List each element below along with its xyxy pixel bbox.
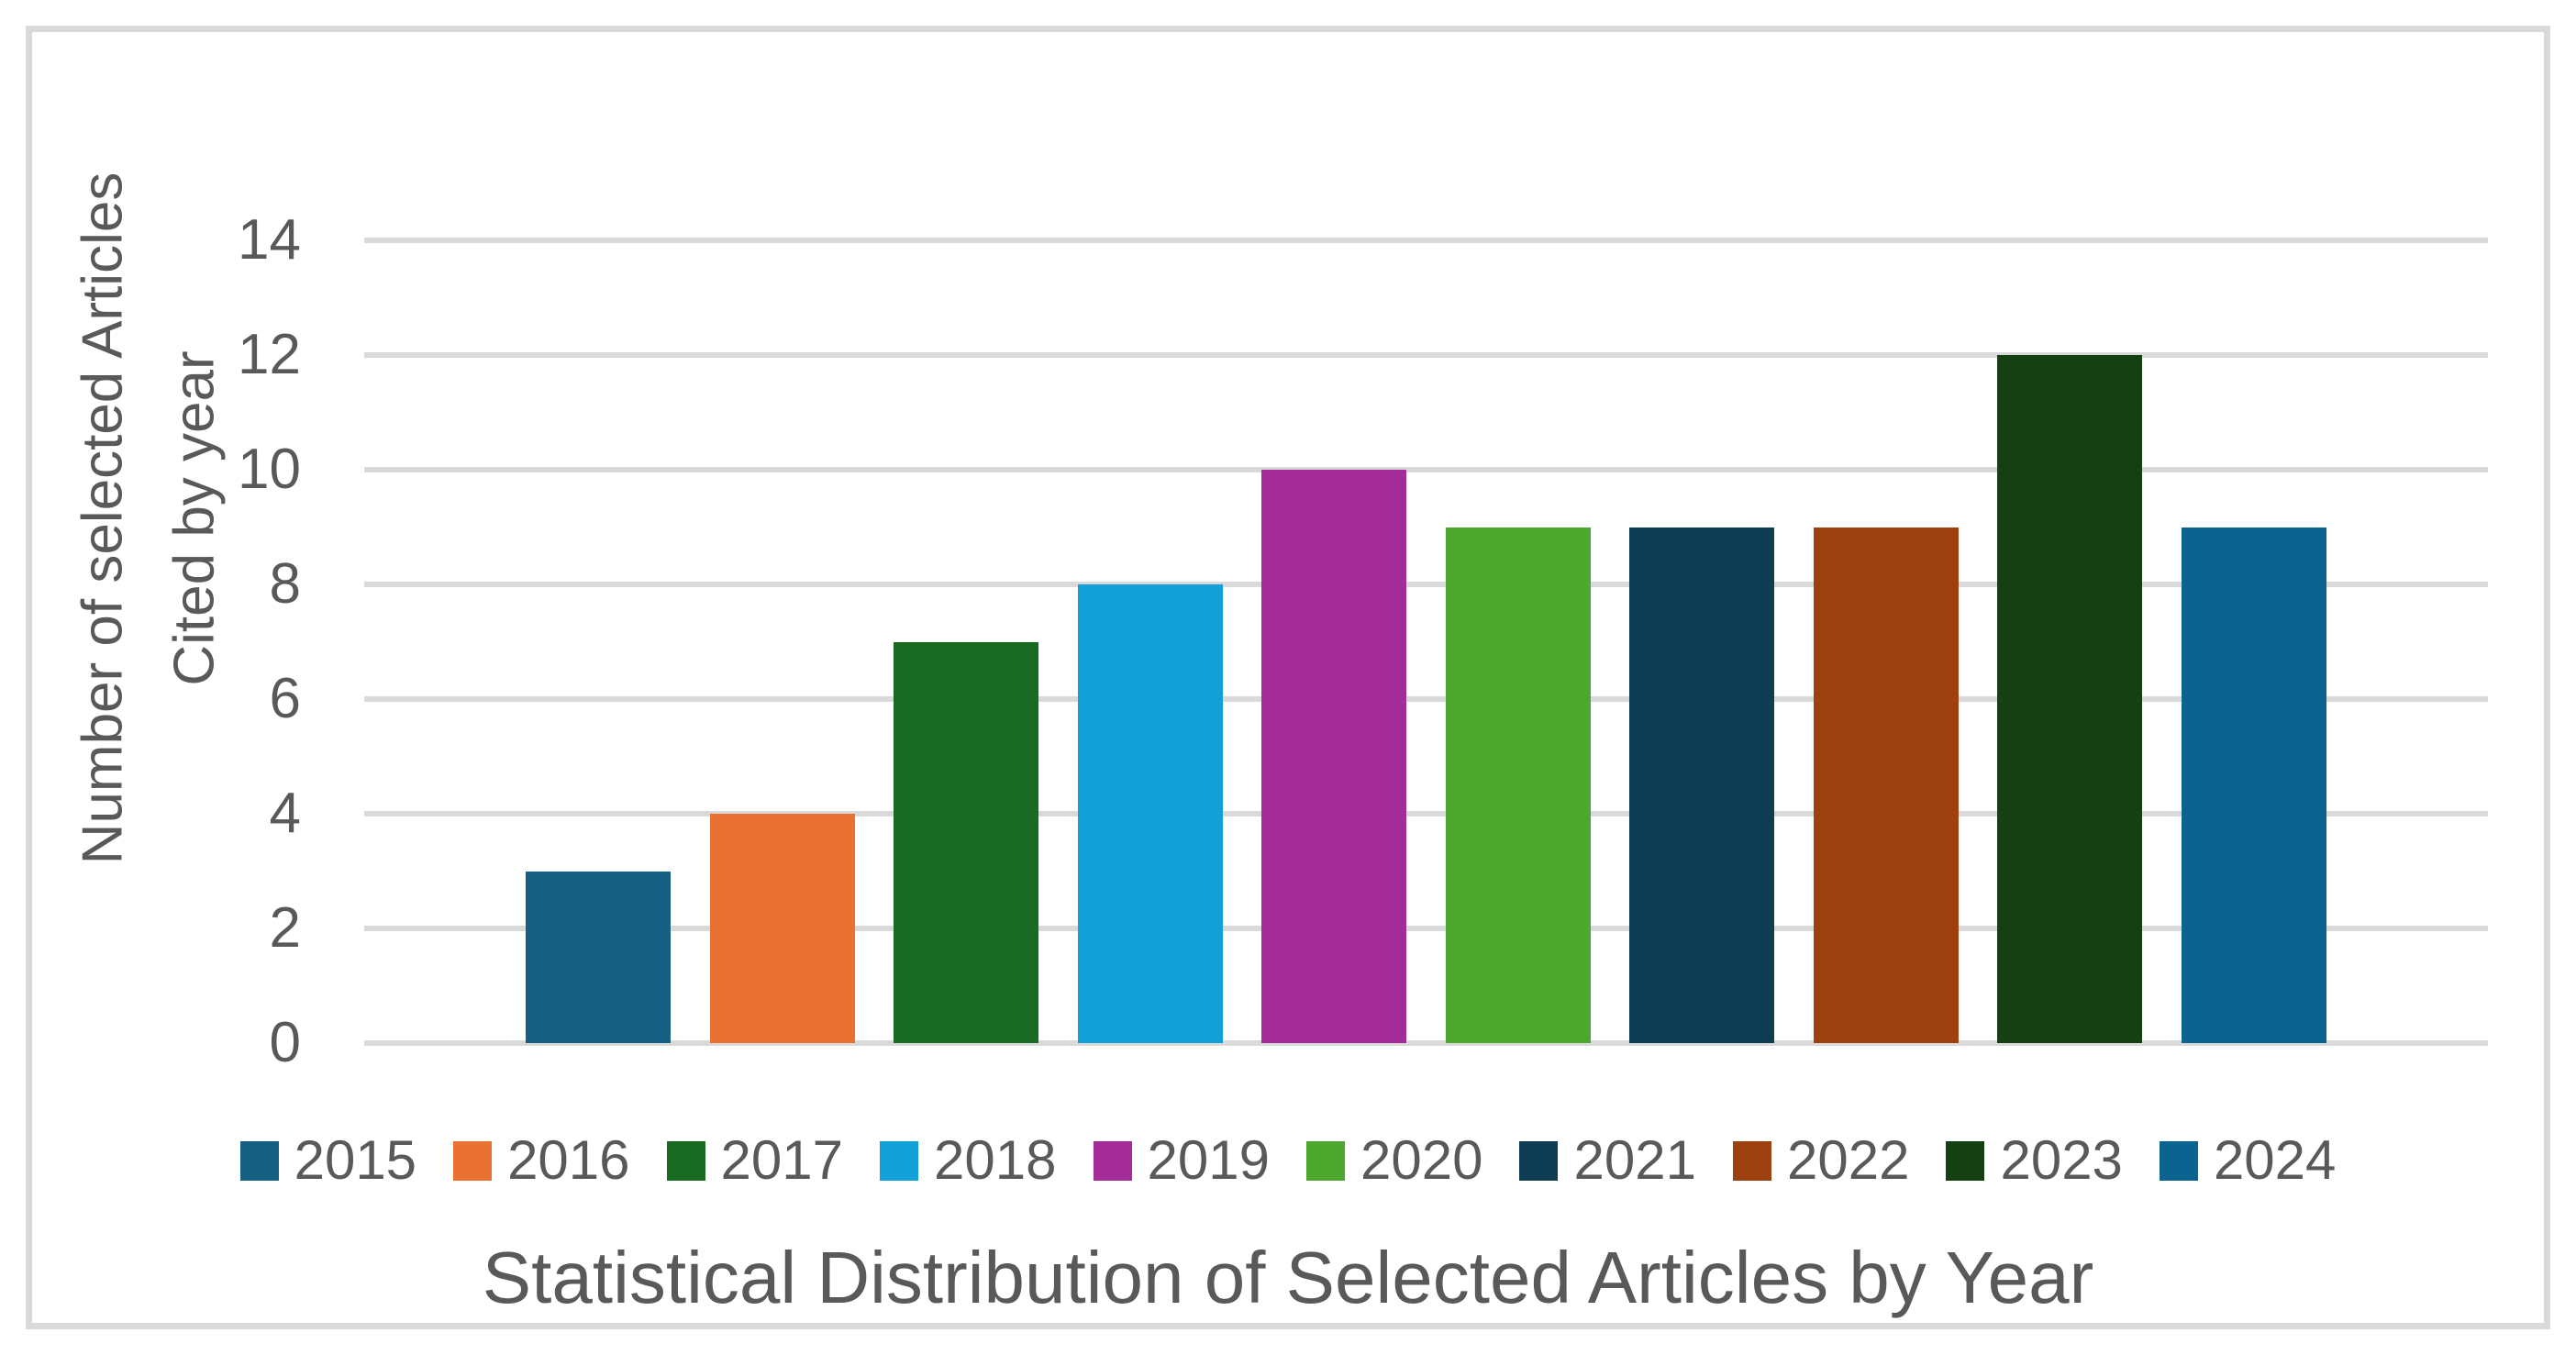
- gridline-8: [364, 582, 2488, 588]
- plot-area: 0 2 4 6 8 10 12 14: [238, 212, 2488, 1072]
- legend-swatch-2016: [453, 1140, 493, 1181]
- legend-label-2024: 2024: [2213, 1129, 2337, 1191]
- bar-2024[interactable]: [2181, 527, 2326, 1043]
- y-tick-label-4: 4: [269, 782, 301, 845]
- legend-item-2019[interactable]: 2019: [1093, 1129, 1270, 1191]
- legend-item-2016[interactable]: 2016: [453, 1129, 630, 1191]
- y-tick-label-10: 10: [238, 438, 301, 501]
- bar-2021[interactable]: [1629, 527, 1775, 1043]
- legend-swatch-2017: [666, 1140, 705, 1181]
- gridline-2: [364, 926, 2488, 932]
- bar-2016[interactable]: [709, 814, 855, 1043]
- legend-swatch-2021: [1519, 1140, 1559, 1181]
- legend-label-2018: 2018: [934, 1129, 1057, 1191]
- legend-item-2017[interactable]: 2017: [666, 1129, 844, 1191]
- gridline-0: [364, 1040, 2488, 1046]
- y-axis-title-line-1: Number of selected Articles: [71, 172, 135, 865]
- gridline-10: [364, 467, 2488, 472]
- y-tick-label-8: 8: [269, 552, 301, 616]
- legend-label-2023: 2023: [2000, 1129, 2123, 1191]
- gridline-6: [364, 696, 2488, 702]
- legend-item-2024[interactable]: 2024: [2159, 1129, 2337, 1191]
- legend-item-2018[interactable]: 2018: [880, 1129, 1057, 1191]
- legend-label-2021: 2021: [1573, 1129, 1696, 1191]
- bar-2020[interactable]: [1445, 527, 1591, 1043]
- legend-item-2023[interactable]: 2023: [1946, 1129, 2123, 1191]
- legend-swatch-2020: [1306, 1140, 1345, 1181]
- legend-label-2016: 2016: [507, 1129, 630, 1191]
- legend-item-2020[interactable]: 2020: [1306, 1133, 1482, 1188]
- legend-item-2022[interactable]: 2022: [1732, 1129, 1910, 1191]
- legend-swatch-2022: [1732, 1140, 1771, 1181]
- bar-2018[interactable]: [1077, 584, 1223, 1043]
- bar-2015[interactable]: [526, 871, 671, 1043]
- y-tick-label-2: 2: [269, 896, 301, 960]
- bar-2017[interactable]: [894, 641, 1039, 1043]
- legend-label-2017: 2017: [720, 1129, 844, 1191]
- bars-row: [364, 240, 2488, 1043]
- bar-2023[interactable]: [1997, 355, 2143, 1043]
- bar-2022[interactable]: [1813, 527, 1959, 1043]
- y-tick-label-0: 0: [269, 1011, 301, 1074]
- y-tick-label-12: 12: [238, 323, 301, 386]
- legend-swatch-2019: [1093, 1140, 1132, 1181]
- y-tick-label-14: 14: [238, 208, 301, 272]
- legend: 2015 2016 2017 2018 2019 2020 2021 2022 2023 2024: [32, 1131, 2544, 1190]
- legend-label-2015: 2015: [294, 1129, 417, 1191]
- legend-label-2022: 2022: [1786, 1129, 1910, 1191]
- bar-2019[interactable]: [1261, 470, 1407, 1043]
- y-axis-title-line-2: Cited by year: [163, 350, 227, 686]
- legend-swatch-2024: [2159, 1140, 2198, 1181]
- legend-swatch-2018: [880, 1140, 919, 1181]
- y-axis-title: Number of selected Articles Cited by yea…: [58, 172, 242, 865]
- legend-label-2020: 2020: [1360, 1129, 1483, 1191]
- y-tick-label-6: 6: [269, 667, 301, 730]
- chart-frame: Number of selected Articles Cited by yea…: [26, 26, 2550, 1329]
- legend-swatch-2015: [239, 1140, 279, 1181]
- legend-item-2015[interactable]: 2015: [239, 1129, 417, 1191]
- legend-item-2021[interactable]: 2021: [1519, 1129, 1696, 1191]
- gridline-12: [364, 352, 2488, 358]
- gridline-14: [364, 238, 2488, 243]
- legend-label-2019: 2019: [1147, 1129, 1270, 1191]
- x-axis-title: Statistical Distribution of Selected Art…: [482, 1237, 2094, 1318]
- legend-swatch-2023: [1946, 1140, 1985, 1181]
- gridline-4: [364, 811, 2488, 817]
